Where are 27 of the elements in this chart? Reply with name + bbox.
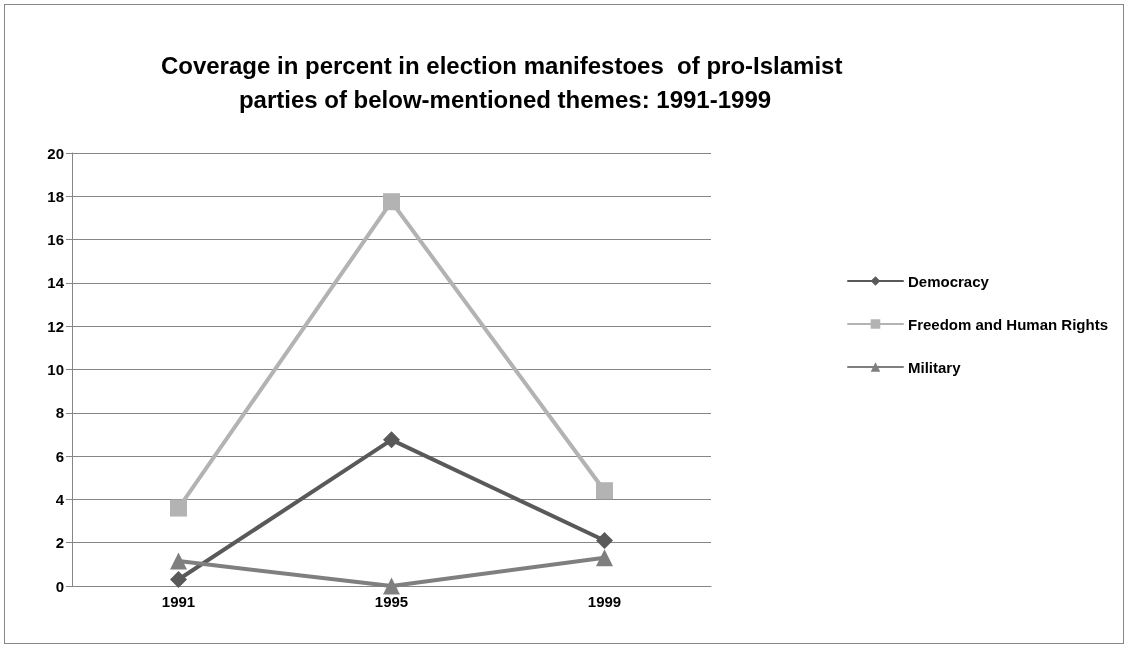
point bbox=[596, 532, 613, 550]
point bbox=[596, 549, 613, 567]
y-tick-label: 20 bbox=[47, 144, 64, 162]
legend-label: Freedom and Human Rights bbox=[907, 315, 1109, 333]
chart-title: Coverage in percent in election manifestoes of pro-Islamist parties of below-mentioned themes: 1991-1999 bbox=[160, 51, 850, 113]
y-tick-label: 12 bbox=[47, 317, 64, 335]
y-tick-label: 2 bbox=[55, 534, 64, 552]
legend-label: Democracy bbox=[907, 272, 990, 290]
x-tick-label: 1991 bbox=[161, 593, 196, 610]
point bbox=[596, 482, 613, 500]
point bbox=[170, 552, 187, 570]
y-tick-label: 4 bbox=[55, 490, 65, 508]
y-tick-label: 10 bbox=[47, 361, 64, 378]
y-tick-label: 8 bbox=[55, 404, 64, 422]
point bbox=[383, 577, 400, 595]
y-tick-label: 18 bbox=[47, 187, 64, 205]
legend-label: Military bbox=[907, 358, 962, 376]
point bbox=[170, 571, 187, 589]
x-tick-label: 1999 bbox=[587, 593, 622, 610]
point bbox=[383, 431, 400, 449]
y-tick-label: 16 bbox=[47, 231, 64, 249]
y-tick-label: 14 bbox=[47, 274, 65, 292]
y-tick-label: 6 bbox=[55, 447, 64, 465]
point bbox=[383, 193, 400, 211]
point bbox=[170, 499, 187, 517]
y-tick-label: 0 bbox=[55, 577, 64, 595]
x-tick-label: 1995 bbox=[374, 593, 409, 610]
